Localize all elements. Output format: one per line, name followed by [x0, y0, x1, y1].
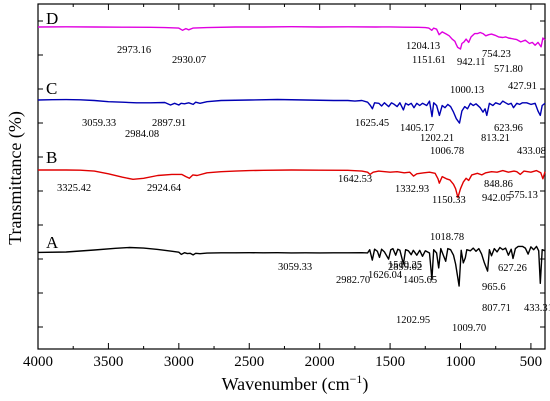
peak-label-d: 2930.07 — [172, 55, 206, 66]
peak-label-a: 1405.65 — [403, 275, 437, 286]
plot-frame — [37, 3, 546, 350]
x-tick-label: 2500 — [234, 354, 264, 370]
series-line-d — [37, 26, 546, 50]
peak-label-d: 571.80 — [494, 64, 523, 75]
peak-label-d: 1151.61 — [412, 55, 446, 66]
peak-label-c: 1006.78 — [430, 146, 464, 157]
peak-label-d: 1204.13 — [406, 41, 440, 52]
peak-label-b: 575.13 — [509, 190, 538, 201]
peak-label-a: 807.71 — [482, 303, 511, 314]
x-tick-label: 500 — [520, 354, 543, 370]
peak-label-a: 3059.33 — [278, 262, 312, 273]
peak-label-c: 813.21 — [481, 133, 510, 144]
peak-label-c: 1202.21 — [420, 133, 454, 144]
peak-label-b: 2924.64 — [147, 183, 182, 194]
curve-label-a: A — [46, 233, 59, 252]
curve-label-c: C — [46, 79, 57, 98]
peak-label-a: 433.31 — [524, 303, 550, 314]
label-layer: Transmittance (%) Wavenumber (cm−1) — [5, 111, 368, 395]
series-layer: A B C D — [37, 9, 546, 287]
peak-label-b: 1018.78 — [430, 232, 464, 243]
peak-label-b: 942.05 — [482, 193, 511, 204]
peak-label-a: 627.26 — [498, 263, 527, 274]
peak-label-d: 942.11 — [457, 57, 486, 68]
x-tick-label: 1000 — [446, 354, 476, 370]
x-tick-label: 1500 — [375, 354, 405, 370]
peak-label-b: 848.86 — [484, 179, 513, 190]
series-line-c — [37, 98, 546, 124]
y-axis-title: Transmittance (%) — [5, 111, 26, 245]
peak-label-a: 2899.02 — [388, 262, 422, 273]
peak-label-c: 2984.08 — [125, 129, 159, 140]
x-tick-label: 2000 — [305, 354, 335, 370]
peak-label-a: 1202.95 — [396, 315, 430, 326]
peak-label-b: 1332.93 — [395, 184, 429, 195]
curve-label-d: D — [46, 9, 58, 28]
peak-label-d: 2973.16 — [117, 45, 151, 56]
peak-label-a: 1510.25 — [388, 260, 422, 271]
series-line-a — [37, 245, 546, 287]
x-axis-title-close: ) — [362, 374, 368, 395]
peak-label-b: 1150.33 — [432, 195, 466, 206]
x-tick-label: 3000 — [164, 354, 194, 370]
peak-label-a: 1009.70 — [452, 323, 486, 334]
peak-label-c: 2897.91 — [152, 118, 186, 129]
peak-label-a: 965.6 — [482, 282, 506, 293]
peak-label-c: 623.96 — [494, 123, 523, 134]
x-axis-title: Wavenumber (cm−1) — [222, 372, 369, 395]
peak-label-b: 1642.53 — [338, 174, 372, 185]
peak-label-a: 2982.70 — [336, 275, 370, 286]
curve-label-b: B — [46, 148, 57, 167]
peak-label-c: 1405.17 — [400, 123, 434, 134]
x-axis-title-superscript: −1 — [350, 372, 363, 386]
peak-label-c: 3059.33 — [82, 118, 116, 129]
peak-label-d: 754.23 — [482, 49, 511, 60]
series-line-b — [38, 169, 546, 199]
axes-layer: 4000 3500 3000 2500 2000 1500 1000 500 — [23, 3, 546, 370]
peak-label-b: 3325.42 — [57, 183, 91, 194]
x-tick-label: 4000 — [23, 354, 53, 370]
x-tick-label: 3500 — [93, 354, 123, 370]
x-axis-title-main: Wavenumber (cm — [222, 374, 350, 395]
peak-label-d: 1000.13 — [450, 85, 484, 96]
peak-label-c: 1625.45 — [355, 118, 389, 129]
peak-label-d: 427.91 — [508, 81, 537, 92]
peak-label-a: 1626.04 — [368, 270, 403, 281]
peak-label-c: 433.08 — [517, 146, 546, 157]
